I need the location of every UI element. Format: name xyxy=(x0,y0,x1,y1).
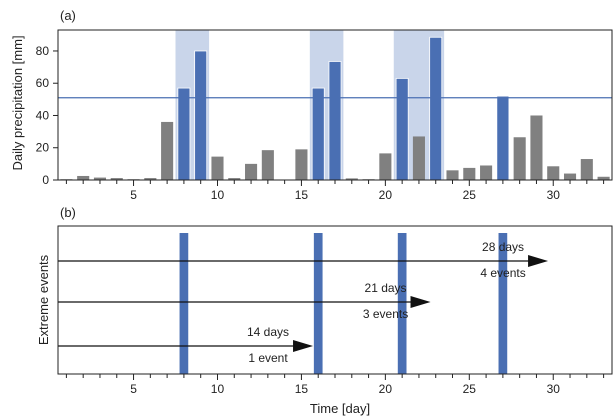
window-arrow-head-14 xyxy=(293,340,314,352)
x-bottom-tick-label-20: 20 xyxy=(379,382,393,396)
extreme-bar-day-27 xyxy=(496,95,510,181)
x-bottom-tick-label-10: 10 xyxy=(211,382,225,396)
window-days-label-28: 28 days xyxy=(482,240,524,254)
y-tick-label-20: 20 xyxy=(36,141,50,155)
bar-day-4 xyxy=(110,178,123,180)
y-tick-label-60: 60 xyxy=(36,76,50,90)
window-days-label-14: 14 days xyxy=(247,325,289,339)
window-arrow-head-28 xyxy=(528,255,549,267)
y-tick-label-40: 40 xyxy=(36,108,50,122)
event-bar-day-21 xyxy=(397,233,407,374)
x-axis-ticks-bottom-panel: 5 10 15 20 25 30 xyxy=(65,374,605,396)
x-top-tick-label-20: 20 xyxy=(379,188,393,202)
x-top-tick-label-5: 5 xyxy=(130,188,137,202)
x-bottom-tick-label-30: 30 xyxy=(547,382,561,396)
extreme-bar-day-23 xyxy=(429,36,443,181)
window-events-label-21: 3 events xyxy=(363,307,408,321)
bar-day-13 xyxy=(261,150,274,180)
panel-b-frame xyxy=(57,225,613,375)
bar-day-32 xyxy=(580,159,593,180)
extreme-bar-day-9 xyxy=(194,50,208,181)
bar-day-10 xyxy=(211,156,224,180)
event-bar-day-16 xyxy=(313,233,323,374)
bar-day-26 xyxy=(480,165,493,180)
event-bar-day-27 xyxy=(498,233,508,374)
panel-b-label: (b) xyxy=(60,205,76,220)
bar-day-7 xyxy=(161,121,174,180)
window-events-label-28: 4 events xyxy=(480,266,525,280)
event-bar-day-8 xyxy=(179,233,189,374)
bar-day-24 xyxy=(446,170,459,180)
bar-day-28 xyxy=(513,137,526,180)
extreme-bar-day-8 xyxy=(177,87,191,181)
bar-day-15 xyxy=(295,149,308,180)
bar-day-6 xyxy=(144,178,157,180)
x-top-tick-label-25: 25 xyxy=(463,188,477,202)
bar-day-12 xyxy=(245,163,258,180)
bar-day-2 xyxy=(77,175,90,180)
bar-day-22 xyxy=(412,136,425,180)
extreme-bar-day-17 xyxy=(328,61,342,181)
x-axis-ticks-top-panel: 5 10 15 20 25 30 xyxy=(65,180,605,202)
x-bottom-tick-label-15: 15 xyxy=(295,382,309,396)
x-bottom-tick-label-5: 5 xyxy=(130,382,137,396)
x-bottom-tick-label-25: 25 xyxy=(463,382,477,396)
bar-day-20 xyxy=(379,153,392,180)
x-top-tick-label-30: 30 xyxy=(547,188,561,202)
panel-b: (b) 14 days 1 event 21 days 3 events 28 days… xyxy=(36,205,613,416)
bar-day-30 xyxy=(547,166,560,180)
extreme-bar-day-21 xyxy=(395,77,409,181)
window-arrow-head-21 xyxy=(410,296,431,308)
bar-day-11 xyxy=(228,178,241,180)
x-top-tick-label-10: 10 xyxy=(211,188,225,202)
y-axis-label-events: Extreme events xyxy=(36,254,51,345)
bar-day-33 xyxy=(597,176,610,180)
precipitation-bars xyxy=(60,36,610,181)
bar-day-3 xyxy=(93,177,107,180)
y-tick-label-0: 0 xyxy=(42,173,49,187)
y-tick-label-80: 80 xyxy=(36,44,50,58)
window-events-label-14: 1 event xyxy=(248,351,288,365)
bar-day-18 xyxy=(345,178,358,180)
panel-a: (a) 0 20 40 60 80 5 10 15 20 25 30 Daily precipit… xyxy=(10,8,613,202)
y-axis-ticks: 0 20 40 60 80 xyxy=(36,44,58,187)
x-axis-label: Time [day] xyxy=(310,401,370,416)
panel-a-label: (a) xyxy=(60,8,76,23)
event-bars xyxy=(179,233,508,374)
window-arrows: 14 days 1 event 21 days 3 events 28 days 4 ev… xyxy=(58,240,549,365)
x-top-tick-label-15: 15 xyxy=(295,188,309,202)
extreme-bar-day-16 xyxy=(311,87,325,181)
window-days-label-21: 21 days xyxy=(365,281,407,295)
bar-day-29 xyxy=(530,115,543,180)
bar-day-31 xyxy=(563,173,577,180)
bar-day-25 xyxy=(463,167,476,180)
y-axis-label: Daily precipitation [mm] xyxy=(10,35,25,170)
